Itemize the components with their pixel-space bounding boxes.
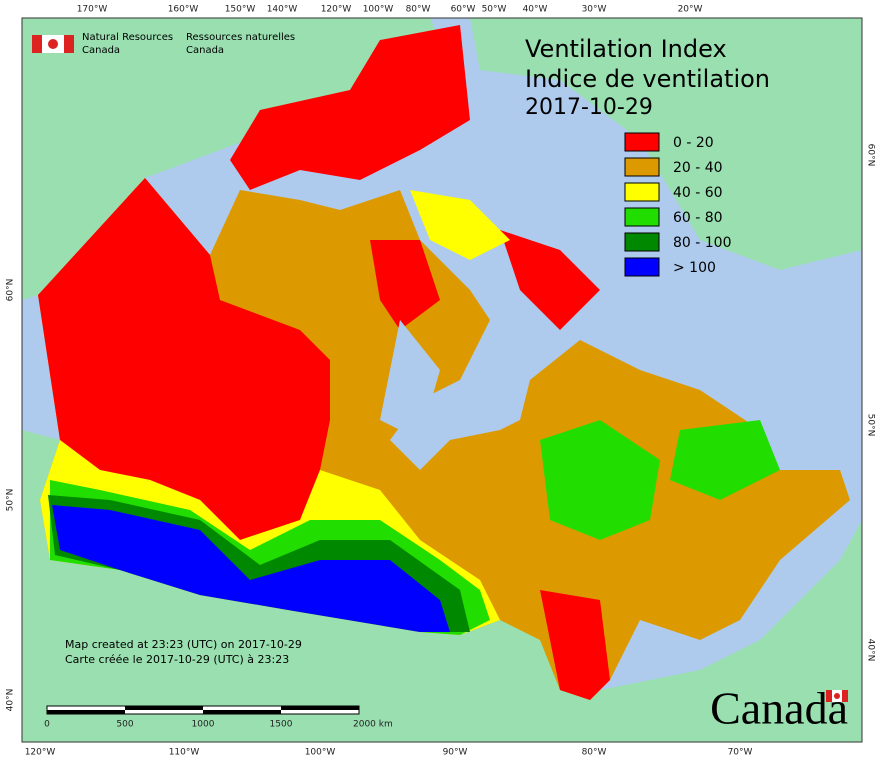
longitude-label: 70°W	[728, 748, 753, 758]
map-frame	[21, 17, 863, 743]
legend-swatch	[624, 157, 660, 177]
legend-label: 80 - 100	[673, 235, 732, 251]
longitude-label: 120°W	[25, 748, 56, 758]
legend-label: 60 - 80	[673, 210, 723, 226]
footer-fr: Carte créée le 2017-10-29 (UTC) à 23:23	[65, 653, 289, 666]
agency-fr: Canada	[186, 45, 224, 56]
latitude-label: 60°N	[6, 279, 16, 302]
legend-label: 0 - 20	[673, 135, 714, 151]
longitude-label: 160°W	[168, 5, 199, 15]
longitude-label: 30°W	[582, 5, 607, 15]
longitude-label: 100°W	[363, 5, 394, 15]
legend-label: 20 - 40	[673, 160, 723, 176]
longitude-label: 170°W	[77, 5, 108, 15]
longitude-label: 60°W	[451, 5, 476, 15]
longitude-label: 110°W	[169, 748, 200, 758]
scale-label: 0	[44, 720, 50, 730]
agency-en: Canada	[82, 45, 120, 56]
legend-label: > 100	[673, 260, 716, 276]
land-background	[22, 18, 862, 742]
scale-label: 1000	[192, 720, 215, 730]
longitude-label: 90°W	[443, 748, 468, 758]
title-fr: Indice de ventilation	[525, 65, 770, 93]
legend-swatch	[624, 232, 660, 252]
nrcan-logo	[32, 35, 74, 53]
scale-label: 1500	[270, 720, 293, 730]
legend-swatch	[624, 182, 660, 202]
longitude-label: 120°W	[321, 5, 352, 15]
wordmark: Canada	[710, 683, 848, 734]
latitude-label: 40°N	[6, 689, 16, 712]
canada-ventilation	[38, 25, 850, 700]
longitude-label: 20°W	[678, 5, 703, 15]
longitude-label: 40°W	[523, 5, 548, 15]
latitude-label: 40°N	[866, 639, 876, 662]
footer-en: Map created at 23:23 (UTC) on 2017-10-29	[65, 638, 302, 651]
latitude-label: 60°N	[866, 144, 876, 167]
legend-swatch	[624, 207, 660, 227]
longitude-label: 80°W	[582, 748, 607, 758]
title-date: 2017-10-29	[525, 95, 653, 120]
title-en: Ventilation Index	[525, 35, 727, 63]
legend-swatch	[624, 257, 660, 277]
latitude-label: 50°N	[866, 414, 876, 437]
longitude-label: 50°W	[482, 5, 507, 15]
scale-label: 2000 km	[353, 720, 393, 730]
wordmark-flag	[826, 690, 848, 702]
longitude-label: 140°W	[267, 5, 298, 15]
longitude-label: 80°W	[406, 5, 431, 15]
legend-label: 40 - 60	[673, 185, 723, 201]
scale-label: 500	[116, 720, 133, 730]
agency-en: Natural Resources	[82, 32, 173, 43]
agency-fr: Ressources naturelles	[186, 32, 295, 43]
longitude-label: 100°W	[305, 748, 336, 758]
scale-bar	[46, 705, 360, 715]
latitude-label: 50°N	[6, 489, 16, 512]
legend-swatch	[624, 132, 660, 152]
longitude-label: 150°W	[225, 5, 256, 15]
